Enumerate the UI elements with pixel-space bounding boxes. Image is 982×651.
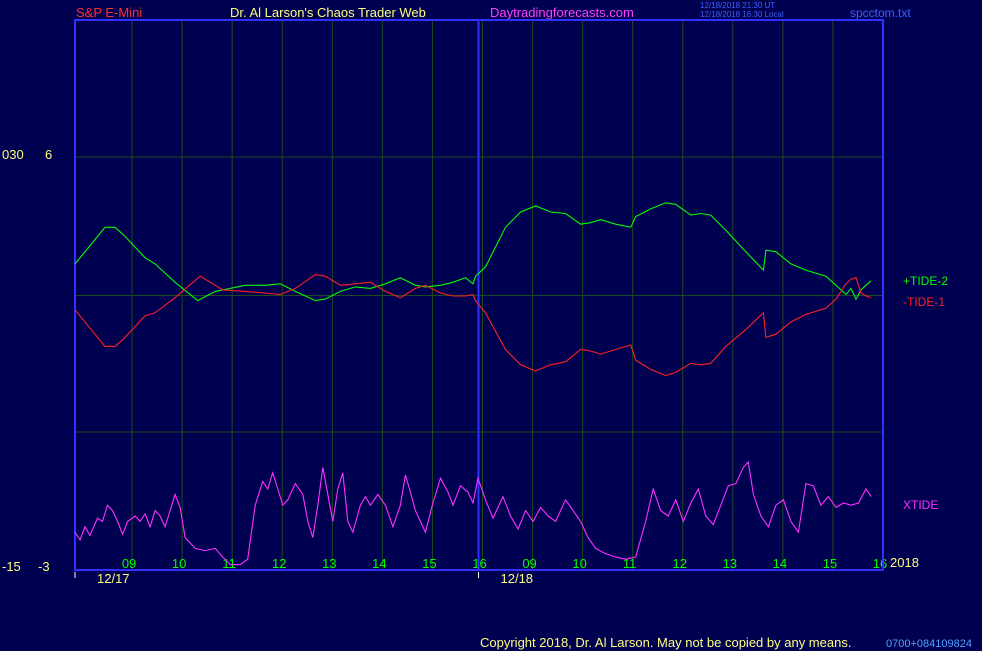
scale-bottom-left: -15 [2, 559, 21, 574]
year-label: 2018 [890, 555, 919, 570]
x-tick-label: 10 [572, 556, 586, 571]
x-tick-label: 16 [873, 556, 887, 571]
date-label: 12/18 [501, 571, 534, 586]
series-line-xtide [74, 460, 872, 566]
x-tick-label: 09 [122, 556, 136, 571]
x-tick-label: 15 [823, 556, 837, 571]
site-title: Dr. Al Larson's Chaos Trader Web [230, 5, 426, 20]
x-tick-label: 10 [172, 556, 186, 571]
x-tick-label: 13 [322, 556, 336, 571]
x-tick-label: 14 [773, 556, 787, 571]
date-label: 12/17 [97, 571, 130, 586]
series-line-tide_plus [74, 202, 872, 302]
x-tick-label: 13 [723, 556, 737, 571]
series-label: -TIDE-1 [903, 295, 945, 309]
scale-top-left: 030 [2, 147, 24, 162]
x-tick-label: 12 [272, 556, 286, 571]
site-url-link[interactable]: Daytradingforecasts.com [490, 5, 634, 20]
timestamp-ut: 12/18/2018 21:30 UT [700, 1, 776, 10]
x-tick-label: 14 [372, 556, 386, 571]
x-tick-label: 12 [673, 556, 687, 571]
copyright-footer: Copyright 2018, Dr. Al Larson. May not b… [480, 635, 852, 650]
scale-top-right: 6 [45, 147, 53, 162]
x-tick-label: 11 [623, 556, 637, 571]
x-tick-label: 09 [522, 556, 536, 571]
scale-bottom-right: -3 [38, 559, 50, 574]
file-name: spcctom.txt [850, 6, 911, 20]
x-tick-label: 15 [422, 556, 436, 571]
footer-code: 0700+084109824 [886, 638, 972, 650]
instrument-label: S&P E-Mini [76, 5, 143, 20]
series-label: +TIDE-2 [903, 274, 948, 288]
series-label: XTIDE [903, 498, 938, 512]
series-line-tide_minus [74, 274, 872, 377]
timestamp-local: 12/18/2018 16:30 Local [700, 10, 784, 19]
